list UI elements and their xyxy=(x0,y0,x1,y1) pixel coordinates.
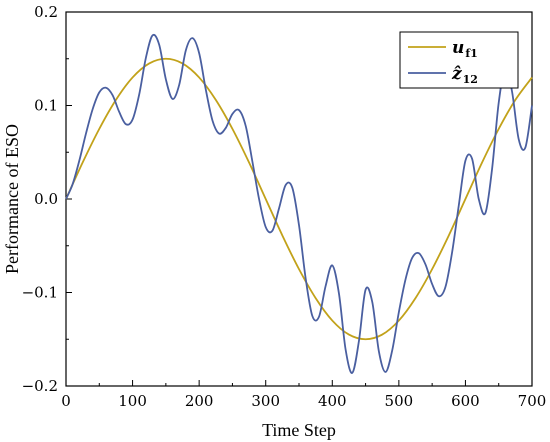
x-tick-label: 300 xyxy=(251,392,280,410)
x-axis-title: Time Step xyxy=(262,420,336,440)
x-tick-label: 200 xyxy=(185,392,214,410)
series-layer xyxy=(65,33,533,374)
x-tick-label: 100 xyxy=(118,392,147,410)
legend-entry-label: ẑ12 xyxy=(451,64,478,86)
x-tick-label: 0 xyxy=(61,392,71,410)
y-tick-label: −0.1 xyxy=(22,284,58,302)
y-tick-label: 0.2 xyxy=(34,3,58,21)
x-tick-label: 600 xyxy=(451,392,480,410)
x-tick-label: 400 xyxy=(318,392,347,410)
series-z-hat-12-line xyxy=(65,33,533,374)
series-u-f1-line xyxy=(65,57,533,341)
y-tick-label: 0.1 xyxy=(34,97,58,115)
x-tick-label: 500 xyxy=(385,392,414,410)
y-tick-label: 0.0 xyxy=(34,190,58,208)
legend-entry-subscript: f1 xyxy=(465,47,477,60)
legend-entry-subscript: 12 xyxy=(463,73,478,86)
x-tick-label: 700 xyxy=(518,392,547,410)
y-tick-label: −0.2 xyxy=(22,377,58,395)
legend-entry-name: u xyxy=(452,38,464,58)
legend-box xyxy=(399,31,519,89)
legend-entry-name: ẑ xyxy=(451,64,462,84)
axis-ticks: 0 100 200 300 400 500 600 700 −0.2 −0.1 0.0 0.1 0.2 xyxy=(22,3,547,410)
legend-entry-label: uf1 xyxy=(452,38,478,60)
y-axis-title: Performance of ESO xyxy=(2,124,22,274)
